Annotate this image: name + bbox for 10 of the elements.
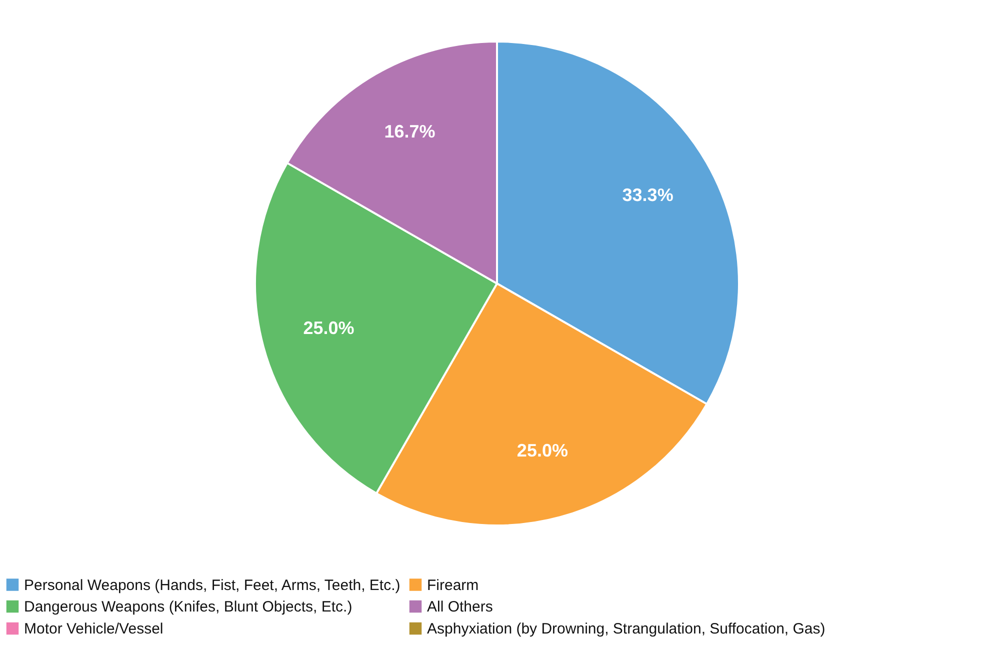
legend-label: All Others <box>427 598 493 616</box>
data-label: 33.3% <box>622 185 674 206</box>
legend-label: Firearm <box>427 576 479 594</box>
legend-label: Personal Weapons (Hands, Fist, Feet, Arms, Teeth, Etc.) <box>24 576 400 594</box>
legend-label: Asphyxiation (by Drowning, Strangulation, Suffocation, Gas) <box>427 620 826 638</box>
legend-label: Motor Vehicle/Vessel <box>24 620 164 638</box>
data-label: 25.0% <box>516 440 568 461</box>
data-label: 16.7% <box>384 122 436 142</box>
data-label: 25.0% <box>303 318 354 338</box>
legend-label: Dangerous Weapons (Knifes, Blunt Objects, Etc.) <box>24 598 352 616</box>
